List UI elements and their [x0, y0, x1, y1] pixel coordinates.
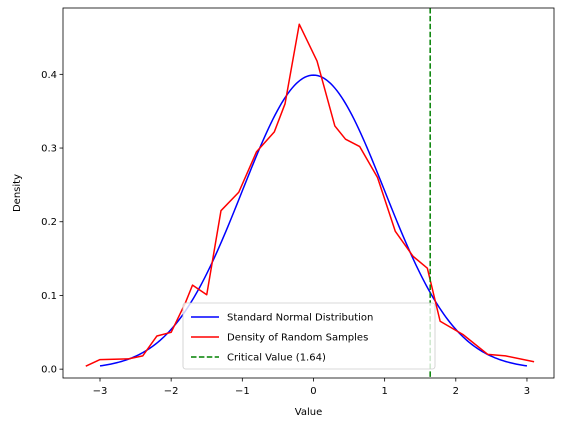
y-axis-ticks: 0.0 0.1 0.2 0.3 0.4: [41, 70, 63, 376]
y-tick-label: 0.0: [41, 365, 57, 376]
legend-label: Standard Normal Distribution: [227, 313, 373, 324]
y-tick-label: 0.3: [41, 144, 57, 155]
plot-frame: [62, 7, 555, 379]
x-tick-label: 2: [453, 386, 459, 397]
x-tick-label: 3: [524, 386, 530, 397]
legend-box: [182, 302, 436, 370]
legend: Standard Normal Distribution Density of R…: [182, 302, 436, 370]
legend-label: Density of Random Samples: [227, 333, 368, 344]
x-tick-label: −3: [93, 386, 108, 397]
x-tick-label: −1: [235, 386, 250, 397]
normal-pdf-line: [99, 74, 528, 367]
x-tick-label: 0: [310, 386, 316, 397]
x-tick-label: 1: [381, 386, 387, 397]
x-axis-ticks: −3 −2 −1 0 1 2 3: [93, 378, 530, 397]
y-axis-label: Density: [12, 174, 23, 212]
y-tick-label: 0.1: [41, 291, 57, 302]
sample-density-line: [85, 23, 535, 367]
y-tick-label: 0.4: [41, 70, 57, 81]
x-axis-label: Value: [295, 407, 322, 418]
x-tick-label: −2: [164, 386, 179, 397]
legend-label: Critical Value (1.64): [227, 353, 326, 364]
y-tick-label: 0.2: [41, 217, 57, 228]
